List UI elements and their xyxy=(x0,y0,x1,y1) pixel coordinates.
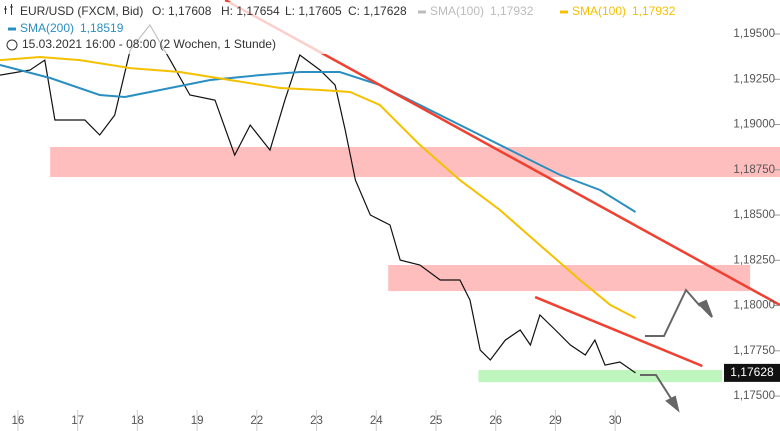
arrow-down xyxy=(640,374,673,401)
y-tick-label: 1,18500 xyxy=(733,209,775,221)
low: L: 1,17605 xyxy=(285,4,342,18)
arrow-head xyxy=(697,299,713,318)
y-tick-label: 1,19000 xyxy=(733,119,775,131)
scenario-arrows xyxy=(640,288,713,413)
x-tick-label: 26 xyxy=(489,415,502,427)
x-tick-label: 23 xyxy=(310,415,323,427)
legend-value: 1,18519 xyxy=(80,21,124,35)
sma-line xyxy=(0,55,636,319)
clock-icon xyxy=(6,39,18,51)
x-tick-label: 17 xyxy=(71,415,84,427)
arrow-up xyxy=(645,288,701,337)
last-price-label: 1,17628 xyxy=(730,365,774,379)
last-price-tag xyxy=(724,363,780,382)
y-tick-label: 1,19500 xyxy=(733,28,775,40)
header-bg xyxy=(0,2,700,54)
sma-line xyxy=(0,64,637,213)
y-tick-label: 1,17750 xyxy=(733,345,775,357)
x-tick-label: 18 xyxy=(131,415,144,427)
zone xyxy=(478,369,723,383)
x-tick-label: 30 xyxy=(609,415,622,427)
y-tick-label: 1,19250 xyxy=(733,73,775,85)
legend-name: SMA(200) xyxy=(20,21,74,35)
x-tick-label: 22 xyxy=(250,415,263,427)
x-tick-label: 25 xyxy=(430,415,443,427)
arrow-head xyxy=(665,395,680,413)
open: O: 1,17608 xyxy=(152,4,212,18)
legend-value: 1,17932 xyxy=(632,4,676,18)
icon xyxy=(4,4,13,15)
legend-name: SMA(100) xyxy=(572,4,626,18)
legend-name: SMA(100) xyxy=(430,4,484,18)
y-tick-label: 1,17500 xyxy=(733,390,775,402)
plot-area xyxy=(0,0,780,383)
price-line xyxy=(0,23,636,374)
legend-value: 1,17932 xyxy=(490,4,534,18)
x-tick-label: 24 xyxy=(370,415,383,427)
zone xyxy=(388,265,751,292)
high: H: 1,17654 xyxy=(221,4,280,18)
x-tick-label: 19 xyxy=(191,415,204,427)
x-tick-label: 29 xyxy=(549,415,562,427)
y-tick-label: 1,18250 xyxy=(733,254,775,266)
period: 15.03.2021 16:00 - 08:00 (2 Wochen, 1 St… xyxy=(22,37,276,51)
symbol: EUR/USD (FXCM, Bid) xyxy=(20,4,143,18)
x-tick-label: 16 xyxy=(12,415,25,427)
close: C: 1,17628 xyxy=(348,4,407,18)
zone xyxy=(50,146,780,178)
y-tick-label: 1,18750 xyxy=(733,164,775,176)
y-tick-label: 1,18000 xyxy=(733,300,775,312)
trendline xyxy=(534,295,703,368)
header: EUR/USD (FXCM, Bid) O: 1,17608 H: 1,1765… xyxy=(0,2,700,54)
